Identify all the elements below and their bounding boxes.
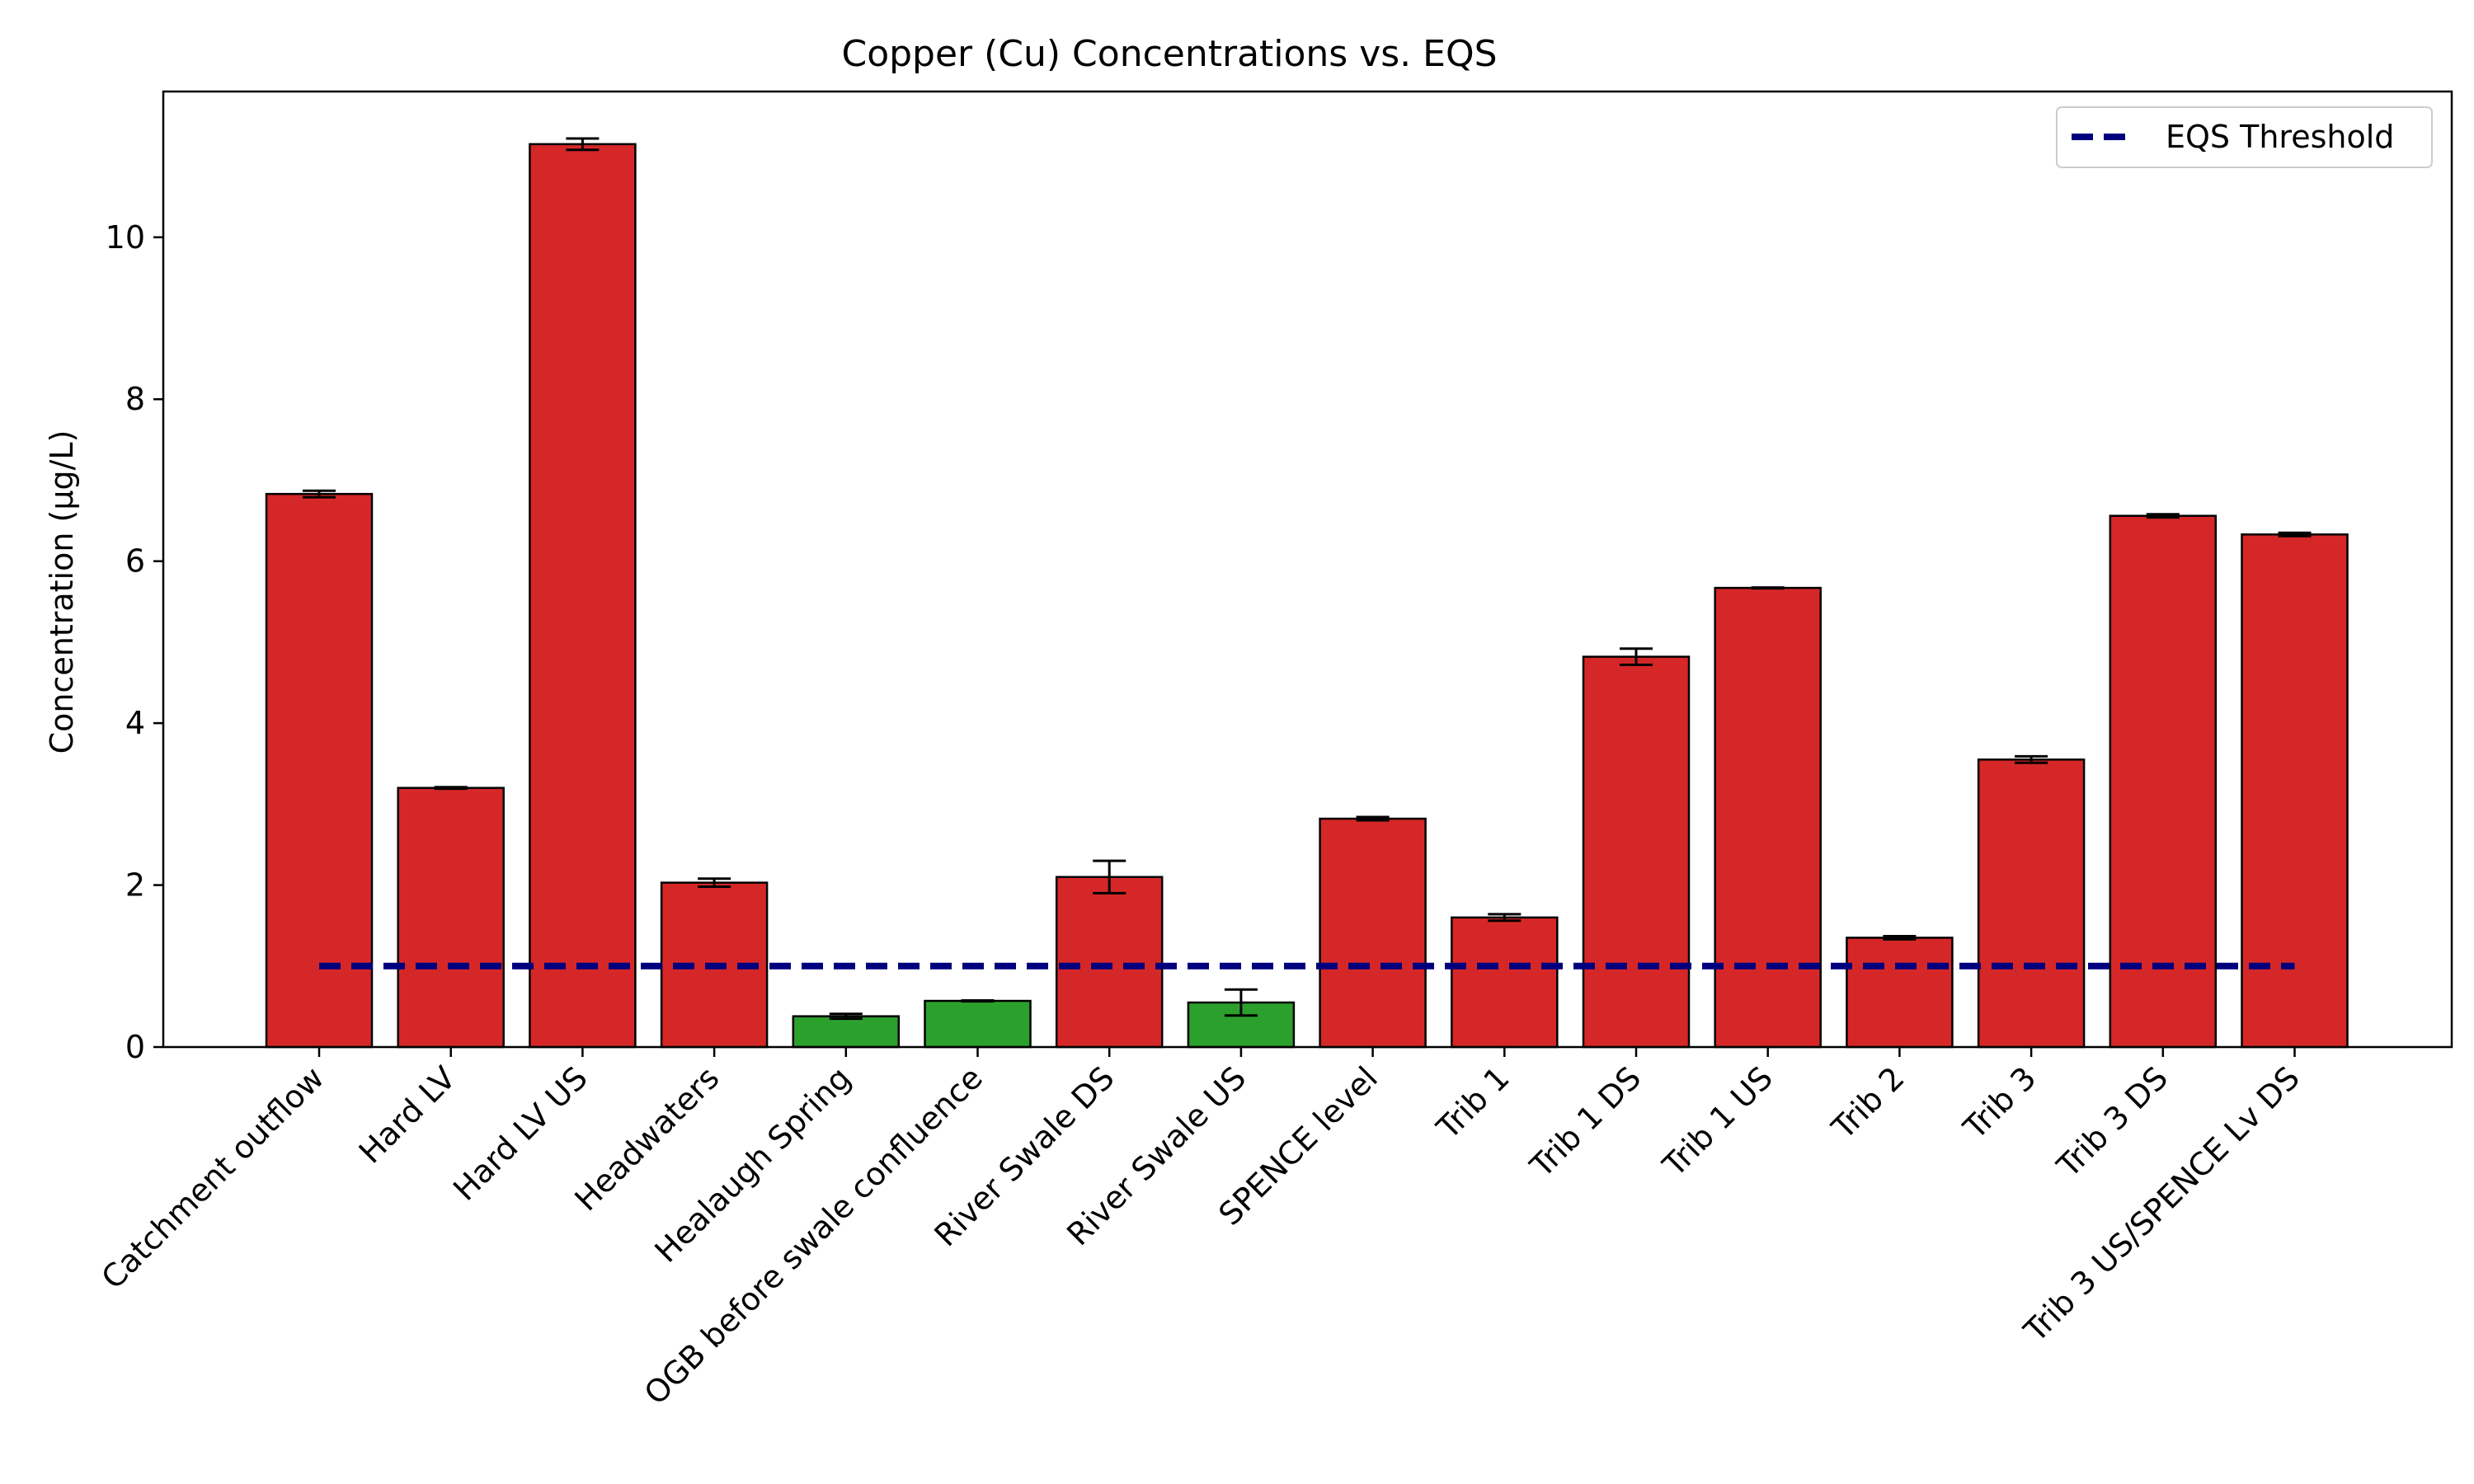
bar (1451, 916, 1559, 1049)
x-tick-label: Trib 1 DS (1523, 1059, 1649, 1185)
bar (1319, 817, 1427, 1049)
bar (924, 999, 1032, 1049)
y-tick-label: 8 (125, 381, 145, 417)
y-tick-label: 0 (125, 1029, 145, 1065)
y-tick-label: 10 (106, 219, 145, 256)
bar (529, 143, 637, 1049)
y-tick-label: 4 (125, 705, 145, 741)
bar (1846, 937, 1954, 1049)
x-tick-label: Hard LV (352, 1059, 463, 1170)
x-tick-label: Trib 3 US/SPENCE Lv DS (2016, 1059, 2307, 1350)
bar (1055, 876, 1164, 1049)
chart-title: Copper (Cu) Concentrations vs. EQS (841, 33, 1497, 75)
y-axis: 0 2 4 6 8 10 (106, 219, 163, 1065)
bar (792, 1015, 901, 1049)
x-tick-label: Trib 3 DS (2049, 1059, 2175, 1185)
bar (397, 787, 505, 1049)
bar (1977, 758, 2086, 1049)
x-tick-label: Hard LV US (446, 1059, 595, 1208)
x-tick-label: Catchment outflow (95, 1059, 332, 1296)
plot-frame (162, 90, 2453, 1049)
legend-box (2056, 106, 2433, 168)
x-tick-label: Trib 3 (1956, 1059, 2043, 1146)
bar (1582, 655, 1691, 1049)
bar (2109, 514, 2218, 1049)
x-tick-label: Trib 1 US (1655, 1059, 1780, 1184)
error-bars-group (303, 137, 2312, 1021)
bar (265, 492, 374, 1049)
y-axis-label: Concentration (µg/L) (44, 430, 80, 754)
bar (2241, 533, 2349, 1049)
legend-eqs-label: EQS Threshold (2166, 119, 2394, 155)
bar (1714, 586, 1822, 1049)
x-tick-label: Trib 2 (1824, 1059, 1911, 1146)
legend: EQS Threshold (2056, 106, 2433, 168)
x-tick-label: Trib 1 (1429, 1059, 1516, 1146)
y-tick-label: 6 (125, 543, 145, 580)
y-tick-label: 2 (125, 867, 145, 904)
bars-group (265, 143, 2349, 1049)
